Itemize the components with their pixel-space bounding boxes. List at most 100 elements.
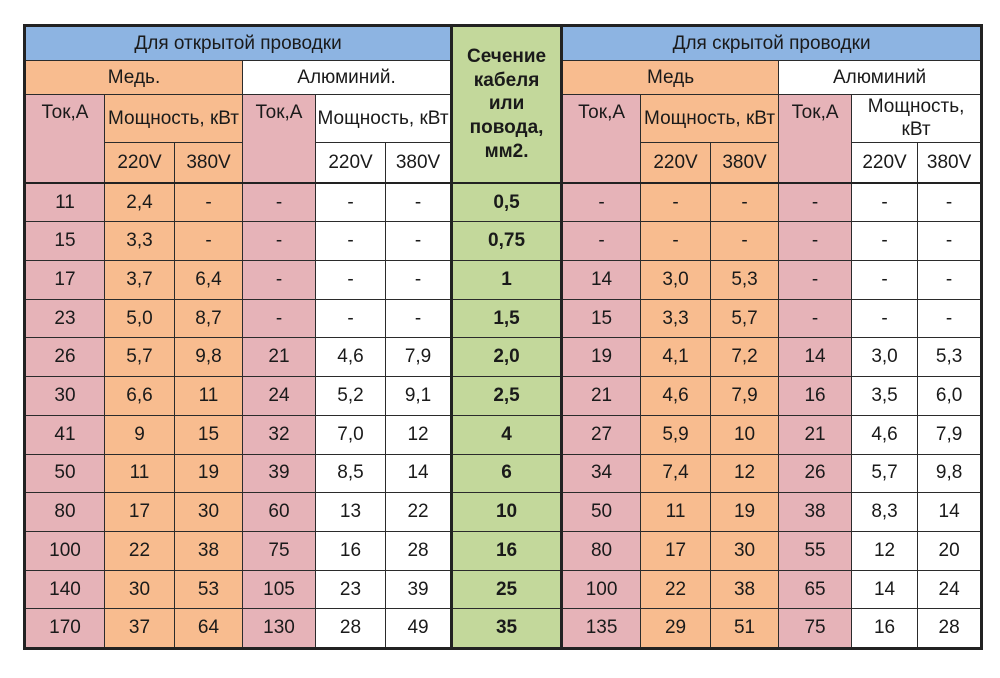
section-header-line: кабеля [473,69,540,91]
open-copper-current-cell: 23 [24,298,105,339]
voltage-380-header: 380V [384,142,453,184]
open-aluminum-power-220-cell: - [315,298,386,339]
hidden-aluminum-current-cell: - [778,298,853,339]
hidden-aluminum-power-220-cell: - [851,298,919,339]
hidden-copper-power-380-cell: 38 [710,569,780,610]
hidden-copper-current-cell: 100 [561,569,642,610]
open-aluminum-current-cell: 21 [242,337,316,378]
hidden-copper-current-cell: 34 [561,453,642,494]
hidden-copper-power-380-cell: - [710,181,780,223]
open-copper-power-220-cell: 30 [104,569,175,610]
cable-section-cell: 35 [450,608,564,649]
table-row: 11 2,4- - - -0,5- - - - - - [24,181,983,223]
open-aluminum-current-cell: 105 [242,569,316,610]
open-aluminum-current-cell: - [242,221,316,262]
voltage-220-header: 220V [315,142,386,184]
hidden-copper-power-380-cell: - [710,221,780,262]
open-aluminum-power-220-cell: 8,5 [315,453,386,494]
table-row: 50 11 19 39 8,5 14 6 34 7,4 12 26 5,7 9,8 [24,453,983,494]
hidden-copper-power-220-cell: 11 [640,492,712,532]
hidden-aluminum-power-220-cell: - [851,181,919,223]
open-aluminum-power-380-cell: - [384,260,453,300]
open-copper-power-380-cell: 15 [174,414,243,455]
hidden-copper-current-cell: 80 [561,530,642,571]
hidden-copper-header: Медь [561,60,780,95]
hidden-aluminum-power-380-cell: 5,3 [917,337,983,378]
open-aluminum-current-cell: 75 [242,530,316,571]
open-copper-power-380-cell: 19 [174,453,243,494]
open-aluminum-power-220-cell: - [315,221,386,262]
hidden-aluminum-current-cell: 21 [778,414,853,455]
hidden-copper-power-380-cell: 30 [710,530,780,571]
cable-section-cell: 2,0 [450,337,564,378]
open-wiring-header: Для открытой проводки [23,24,453,62]
wire-section-table: Для открытой проводки Сечение кабеля или… [23,24,984,650]
cable-section-cell: 2,5 [450,376,564,416]
power-header: Мощность, кВт [640,93,780,144]
open-copper-current-cell: 41 [24,414,105,455]
open-aluminum-current-cell: 24 [242,376,316,416]
table-row: 170 37 64 130 28 49 35 135 29 51 75 16 28 [24,608,983,649]
open-aluminum-power-220-cell: 23 [315,569,386,610]
hidden-copper-power-220-cell: 3,3 [640,298,712,339]
hidden-aluminum-power-380-cell: - [917,221,983,262]
hidden-copper-current-cell: 135 [561,608,642,649]
power-header: Мощность, кВт [314,93,453,144]
table-row: 80 17 30 60 13 22 10 50 11 19 38 8,3 14 [24,492,983,532]
hidden-copper-current-cell: 21 [561,376,642,416]
hidden-copper-power-220-cell: 7,4 [640,453,712,494]
hidden-aluminum-power-380-cell: 24 [917,569,983,610]
hidden-aluminum-power-380-cell: - [917,260,983,300]
hidden-copper-current-cell: 27 [561,414,642,455]
open-aluminum-power-220-cell: 16 [315,530,386,571]
open-copper-power-380-cell: 30 [174,492,243,532]
hidden-copper-power-380-cell: 51 [710,608,780,649]
cable-section-cell: 0,5 [450,181,564,223]
table-row: 26 5,7 9,8 21 4,6 7,9 2,0 19 4,1 7,2 14 3,0 5,3 [24,337,983,378]
hidden-aluminum-power-380-cell: 9,8 [917,453,983,494]
hidden-aluminum-current-cell: - [778,221,853,262]
hidden-aluminum-current-cell: 38 [778,492,853,532]
hidden-copper-power-220-cell: 4,1 [640,337,712,378]
voltage-220-header: 220V [851,142,919,184]
hidden-aluminum-power-380-cell: 28 [917,608,983,649]
open-copper-power-220-cell: 3,7 [104,260,175,300]
hidden-copper-power-380-cell: 7,2 [710,337,780,378]
open-aluminum-power-380-cell: 14 [384,453,453,494]
open-copper-current-cell: 11 [24,181,105,223]
cable-section-cell: 0,75 [450,221,564,262]
open-copper-current-cell: 50 [24,453,105,494]
hidden-copper-current-cell: 50 [561,492,642,532]
hidden-aluminum-power-220-cell: 3,5 [851,376,919,416]
hidden-aluminum-power-380-cell: - [917,181,983,223]
hidden-copper-power-380-cell: 7,9 [710,376,780,416]
open-aluminum-power-380-cell: - [384,221,453,262]
open-aluminum-power-380-cell: - [384,298,453,339]
open-aluminum-power-380-cell: 28 [384,530,453,571]
hidden-copper-power-220-cell: 5,9 [640,414,712,455]
open-copper-power-380-cell: 8,7 [174,298,243,339]
open-aluminum-power-220-cell: 7,0 [315,414,386,455]
open-copper-power-220-cell: 9 [104,414,175,455]
open-copper-power-220-cell: 11 [104,453,175,494]
hidden-aluminum-power-220-cell: - [851,260,919,300]
open-aluminum-header: Алюминий. [241,60,453,95]
open-aluminum-power-380-cell: - [384,181,453,223]
open-copper-current-cell: 26 [24,337,105,378]
cable-section-cell: 1,5 [450,298,564,339]
open-aluminum-current-cell: - [242,181,316,223]
hidden-aluminum-header: Алюминий [778,60,983,95]
current-header: Ток,А [778,93,853,184]
cable-section-cell: 1 [450,260,564,300]
hidden-aluminum-current-cell: 65 [778,569,853,610]
hidden-aluminum-current-cell: - [778,181,853,223]
open-copper-current-cell: 140 [24,569,105,610]
open-copper-power-380-cell: 6,4 [174,260,243,300]
open-copper-power-220-cell: 6,6 [104,376,175,416]
open-copper-power-220-cell: 37 [104,608,175,649]
table-row: 15 3,3- - - -0,75- - - - - - [24,221,983,262]
cable-section-header: Сечение кабеля или повода, мм2. [450,24,564,184]
current-header: Ток,А [24,93,105,184]
cable-section-cell: 10 [450,492,564,532]
hidden-aluminum-current-cell: - [778,260,853,300]
